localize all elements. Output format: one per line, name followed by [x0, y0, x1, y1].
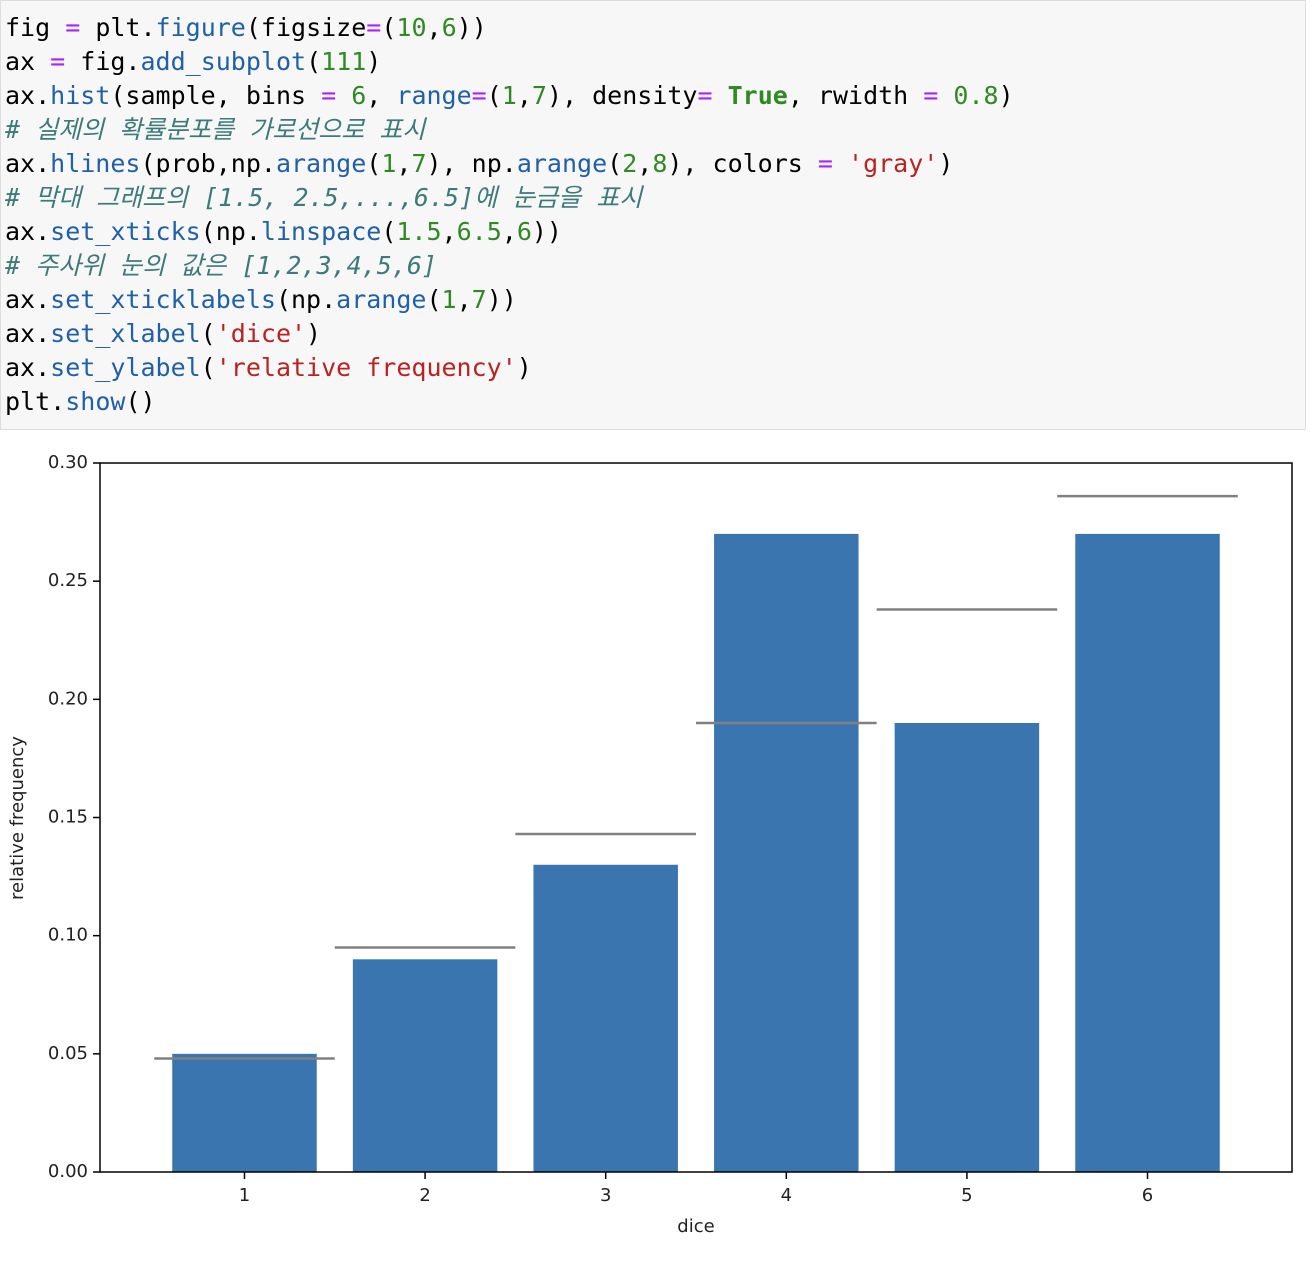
y-tick-label: 0.30 [48, 452, 88, 473]
bar [894, 722, 1040, 1172]
x-tick-label: 3 [600, 1185, 611, 1206]
bar [533, 864, 678, 1172]
y-tick-label: 0.15 [48, 807, 88, 828]
code-line: ax = fig.add_subplot(111) [5, 47, 382, 76]
code-line: # 막대 그래프의 [1.5, 2.5,...,6.5]에 눈금을 표시 [5, 183, 643, 212]
x-tick-label: 4 [781, 1185, 792, 1206]
bar [172, 1053, 317, 1172]
code-line: plt.show() [5, 387, 156, 416]
x-axis-label: dice [677, 1216, 714, 1237]
chart: dice relative frequency 0.00 0.05 0.10 0.15… [7, 452, 1293, 1237]
code-line: # 실제의 확률분포를 가로선으로 표시 [5, 115, 426, 144]
x-tick-label: 6 [1142, 1185, 1153, 1206]
code-line: ax.set_xticks(np.linspace(1.5,6.5,6)) [5, 217, 562, 246]
code-line: ax.hlines(prob,np.arange(1,7), np.arange… [5, 149, 954, 178]
y-tick-label: 0.25 [48, 570, 88, 591]
y-tick-label: 0.05 [48, 1043, 88, 1064]
x-tick-label: 1 [239, 1185, 250, 1206]
bar [1075, 533, 1220, 1172]
code-line: # 주사위 눈의 값은 [1,2,3,4,5,6] [5, 251, 437, 280]
code-line: ax.set_xticklabels(np.arange(1,7)) [5, 285, 517, 314]
y-tick-label: 0.10 [48, 925, 88, 946]
x-tick-label: 5 [961, 1185, 972, 1206]
code-cell: fig = plt.figure(figsize=(10,6)) ax = fig… [0, 0, 1306, 430]
code-line: ax.set_ylabel('relative frequency') [5, 353, 532, 382]
bar [352, 959, 498, 1172]
y-tick-label: 0.00 [48, 1161, 88, 1182]
y-tick-label: 0.20 [48, 688, 88, 709]
code-line: ax.set_xlabel('dice') [5, 319, 322, 348]
y-axis-label: relative frequency [7, 736, 28, 900]
code-line: ax.hist(sample, bins = 6, range=(1,7), d… [5, 81, 1014, 110]
x-tick-label: 2 [419, 1185, 430, 1206]
bar [714, 533, 859, 1172]
code-line: fig = plt.figure(figsize=(10,6)) [5, 13, 487, 42]
